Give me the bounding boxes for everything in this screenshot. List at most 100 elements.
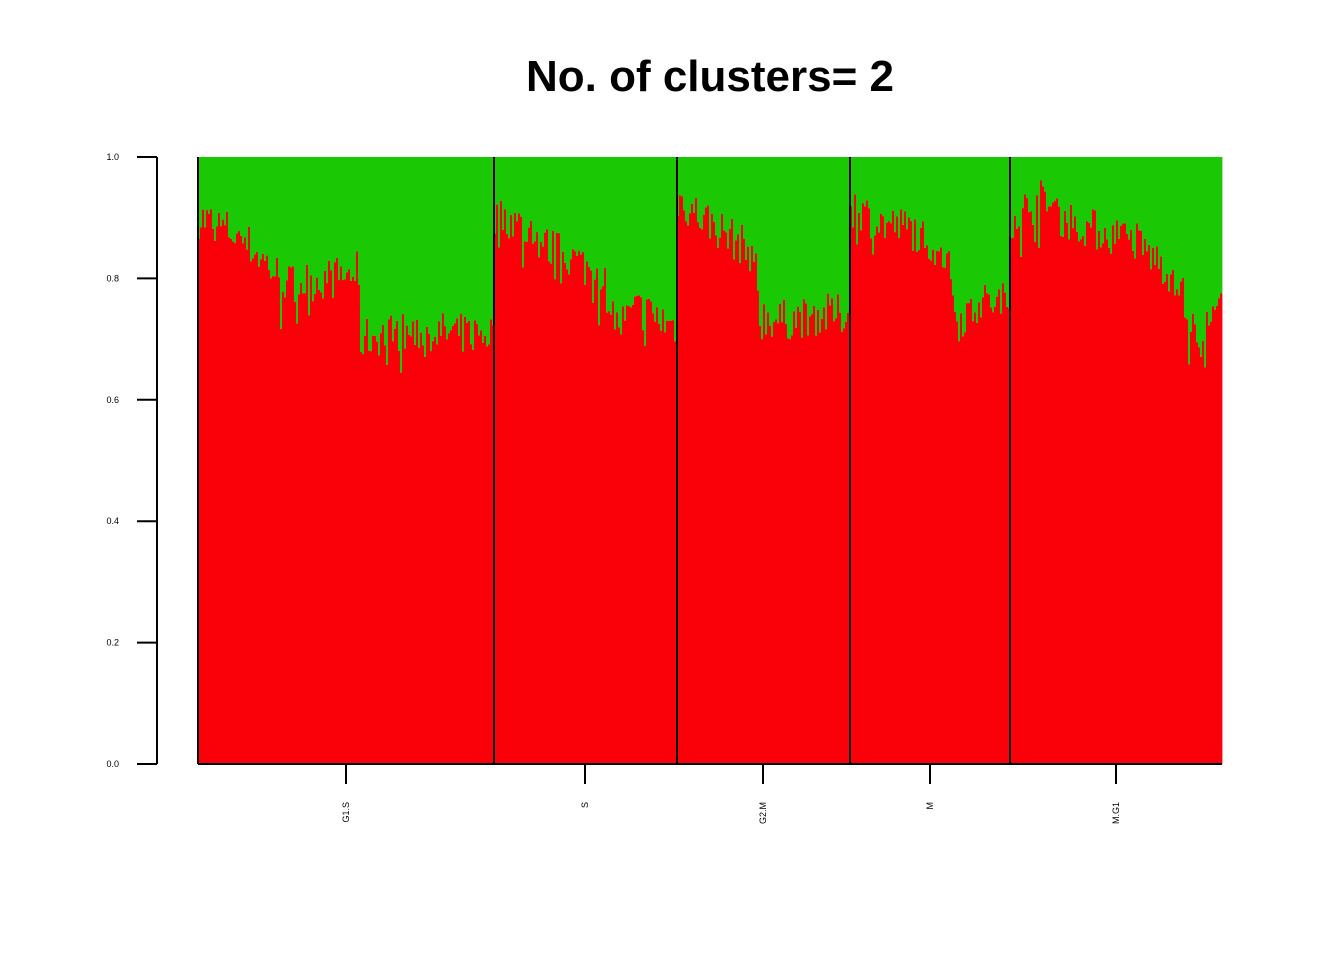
bar-cluster-2	[438, 157, 441, 322]
bar-cluster-2	[759, 157, 762, 326]
bar-cluster-1	[526, 241, 529, 764]
bar-cluster-2	[620, 157, 623, 335]
bar-cluster-2	[715, 157, 718, 236]
bar-cluster-2	[318, 157, 321, 291]
bar-cluster-2	[450, 157, 453, 331]
bar-cluster-2	[1112, 157, 1115, 226]
bar-cluster-1	[767, 312, 770, 764]
bar-cluster-1	[324, 270, 327, 764]
bar-cluster-1	[384, 345, 387, 764]
bar-cluster-2	[687, 157, 690, 226]
bar-cluster-2	[332, 157, 335, 298]
bar-cluster-1	[992, 312, 995, 764]
bar-cluster-1	[400, 372, 403, 764]
bar-cluster-1	[672, 320, 675, 764]
bar-cluster-1	[480, 330, 483, 764]
bar-cluster-1	[787, 338, 790, 764]
bar-cluster-1	[380, 333, 383, 764]
bar-cluster-1	[540, 241, 543, 765]
bar-cluster-1	[729, 228, 732, 764]
bar-cluster-2	[968, 157, 971, 304]
bar-cluster-1	[862, 203, 865, 765]
bar-cluster-1	[274, 276, 277, 764]
bar-cluster-1	[1086, 221, 1089, 765]
bar-cluster-1	[954, 311, 957, 764]
bar-cluster-1	[1056, 198, 1059, 765]
bar-cluster-2	[841, 157, 844, 332]
bar-cluster-2	[436, 157, 439, 345]
bar-cluster-2	[558, 157, 561, 234]
bar-cluster-1	[228, 237, 231, 764]
x-tick-label: G2.M	[758, 802, 768, 824]
bar-cluster-2	[1024, 157, 1027, 195]
bar-cluster-2	[1090, 157, 1093, 228]
bar-cluster-2	[564, 157, 567, 263]
bar-cluster-2	[604, 157, 607, 268]
bar-cluster-2	[1150, 157, 1153, 270]
bar-cluster-2	[1148, 157, 1151, 245]
bar-cluster-1	[252, 258, 255, 764]
bar-cluster-1	[308, 315, 311, 764]
bar-cluster-2	[418, 157, 421, 348]
bar-cluster-1	[452, 326, 455, 764]
bar-cluster-2	[1056, 157, 1059, 199]
bar-cluster-2	[374, 157, 377, 336]
bar-cluster-1	[270, 278, 273, 764]
bar-cluster-1	[494, 234, 497, 764]
bar-cluster-2	[270, 157, 273, 279]
bar-cluster-1	[330, 270, 333, 764]
bar-cluster-1	[354, 280, 357, 764]
bar-cluster-1	[334, 262, 337, 764]
bar-cluster-2	[1202, 157, 1205, 342]
bar-cluster-2	[334, 157, 337, 263]
bar-cluster-1	[1204, 367, 1207, 764]
bar-cluster-1	[1162, 283, 1165, 764]
bar-cluster-2	[922, 157, 925, 222]
bar-cluster-2	[872, 157, 875, 255]
bar-cluster-1	[310, 275, 313, 764]
bar-cluster-1	[280, 329, 283, 764]
bar-cluster-1	[414, 344, 417, 764]
bar-cluster-2	[896, 157, 899, 217]
bar-cluster-2	[1110, 157, 1113, 254]
bar-cluster-1	[432, 341, 435, 764]
bar-cluster-1	[677, 215, 680, 765]
bar-cluster-2	[198, 157, 201, 239]
bar-cluster-2	[1002, 157, 1005, 284]
bar-cluster-2	[679, 157, 682, 196]
bar-cluster-2	[960, 157, 963, 314]
bar-cluster-2	[406, 157, 409, 326]
bar-cluster-1	[592, 302, 595, 764]
bar-cluster-1	[833, 321, 836, 764]
bar-cluster-2	[474, 157, 477, 321]
bar-cluster-1	[1092, 209, 1095, 764]
bar-cluster-1	[1176, 289, 1179, 764]
bar-cluster-2	[554, 157, 557, 280]
bar-cluster-1	[618, 327, 621, 764]
bar-cluster-1	[244, 237, 247, 764]
bar-cluster-1	[262, 253, 265, 764]
bar-cluster-1	[1016, 228, 1019, 764]
bar-cluster-1	[1034, 241, 1037, 765]
bar-cluster-1	[763, 304, 766, 764]
bar-cluster-2	[813, 157, 816, 306]
bar-cluster-2	[801, 157, 804, 338]
bar-cluster-2	[1180, 157, 1183, 282]
bar-cluster-1	[940, 247, 943, 764]
bar-cluster-1	[326, 283, 329, 764]
bar-cluster-2	[723, 157, 726, 231]
bar-cluster-2	[206, 157, 209, 211]
bar-cluster-2	[689, 157, 692, 214]
bar-cluster-1	[745, 260, 748, 764]
bar-cluster-1	[470, 344, 473, 764]
bar-cluster-1	[502, 229, 505, 764]
bar-cluster-1	[741, 224, 744, 764]
bar-cluster-1	[296, 323, 299, 764]
bar-cluster-2	[1120, 157, 1123, 226]
bar-cluster-2	[460, 157, 463, 314]
bar-cluster-2	[458, 157, 461, 336]
bar-cluster-1	[248, 227, 251, 764]
bar-cluster-1	[1198, 347, 1201, 764]
bar-cluster-2	[548, 157, 551, 262]
bar-cluster-2	[1054, 157, 1057, 201]
